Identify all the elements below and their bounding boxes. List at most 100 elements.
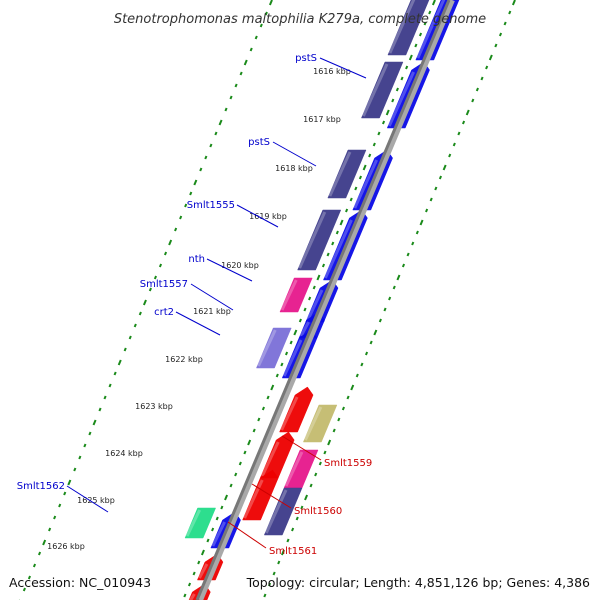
kbp-tick-label: 1619 kbp [249,212,287,221]
track-dot [392,285,396,290]
track-dot [266,395,270,400]
track-dot [270,384,275,391]
gene-highlight [198,563,209,579]
gene-block [279,277,313,313]
track-dot [411,241,415,246]
track-dot [133,323,137,328]
track-dot [128,335,132,340]
track-dot [249,47,253,52]
track-dot [254,35,258,40]
track-dot [298,318,302,323]
gene-highlight [387,71,415,127]
track-dot [448,153,452,158]
track-dot [381,120,386,125]
gene-block [242,469,279,521]
label-leader-line [66,485,109,513]
map-title: Stenotrophomonas maltophilia K279a, comp… [114,12,486,27]
track-dot [268,0,273,6]
kbp-ticks: 1616 kbp 1617 kbp 1618 kbp 1619 kbp 1620 kbp… [47,67,351,551]
track-dot [369,340,373,345]
track-dot [88,431,92,436]
track-dot [461,120,466,125]
track-dot [168,239,173,246]
track-dot [385,109,390,116]
gene-block [279,386,314,433]
track-dot [368,153,372,158]
gene-highlight [388,0,416,54]
gene-highlight [243,479,264,519]
label-leader-line [251,483,292,509]
track-dot [261,406,265,411]
gene-highlight [284,451,304,487]
gene-label: Smlt1561 [269,546,317,557]
track-dot [234,83,238,88]
track-dot [429,197,433,202]
track-dot [508,10,512,15]
track-dot [323,450,327,455]
track-dot [252,428,256,433]
kbp-tick-label: 1616 kbp [313,67,351,76]
genome-backbone [195,0,455,600]
track-dot [332,428,336,433]
gene-block [327,149,367,199]
label-leader-line [227,521,267,549]
track-dot [295,516,299,521]
track-dot [263,593,267,598]
gene-highlight [306,289,324,321]
track-dot [383,307,387,312]
track-dot [498,32,503,37]
track-dot [138,311,142,316]
gene-block [259,431,295,479]
track-dot [183,593,187,598]
kbp-tick-label: 1626 kbp [47,542,85,551]
track-dot [247,439,252,446]
track-dot [204,155,208,160]
track-dot [488,54,493,61]
gene-block [302,404,338,443]
track-dot [220,505,224,510]
track-dot [42,539,47,546]
track-dot [174,227,178,232]
track-dot [318,461,322,466]
track-dot [339,219,344,226]
backbone-line [195,0,451,600]
gene-label: crt2 [154,307,174,318]
track-dot [286,538,290,543]
track-dot [360,362,364,367]
track-dot [372,142,376,147]
track-dot [224,107,228,112]
track-dot [378,318,382,323]
track-dot [189,191,193,196]
track-dot [224,494,229,501]
track-dot [349,197,353,202]
track-dot [78,455,82,460]
gene-highlight [188,593,196,600]
gene-highlight [328,151,352,197]
gene-label: nth [188,254,205,265]
track-dot [73,467,77,472]
track-dot [442,164,447,171]
label-leader-line [272,141,317,167]
track-dot [326,252,330,257]
track-dot [229,95,233,100]
track-dot [346,395,350,400]
track-dot [117,359,122,366]
track-dot [214,131,218,136]
gene-highlight [280,279,298,311]
kbp-tick-label: 1621 kbp [193,307,231,316]
gene-block [361,61,404,119]
gene-block [184,507,217,539]
track-dot [395,87,399,92]
track-dot [243,450,247,455]
track-dot [197,560,201,565]
track-dot [503,21,507,26]
kbp-tick-label: 1625 kbp [77,496,115,505]
kbp-tick-label: 1620 kbp [221,261,259,270]
track-dot [309,483,313,488]
track-dot [280,549,285,556]
track-dot [158,263,163,268]
track-dot [300,505,304,510]
label-leader-line [236,204,279,228]
gene-label: Smlt1562 [17,481,65,492]
